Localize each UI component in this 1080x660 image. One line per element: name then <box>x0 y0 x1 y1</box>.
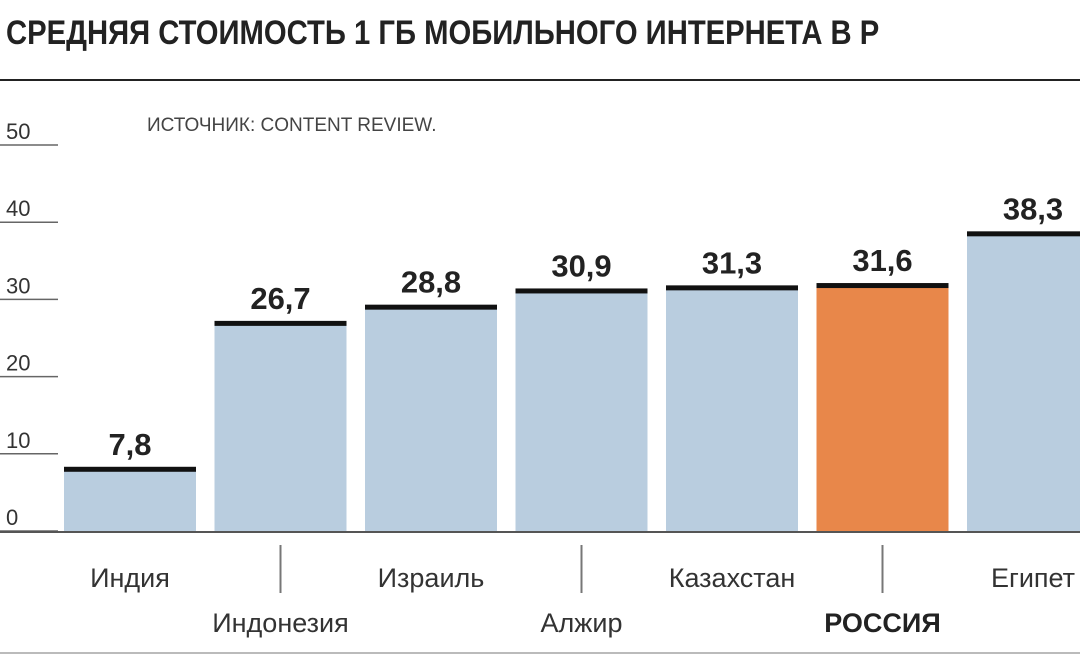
x-category-label: РОССИЯ <box>824 608 940 638</box>
y-tick-label: 20 <box>6 351 30 376</box>
data-label: 38,3 <box>1003 191 1063 226</box>
data-label: 28,8 <box>401 265 461 300</box>
chart-title: СРЕДНЯЯ СТОИМОСТЬ 1 ГБ МОБИЛЬНОГО ИНТЕРН… <box>6 14 880 52</box>
bar-cap <box>365 304 497 310</box>
y-tick-label: 30 <box>6 273 30 298</box>
bar <box>967 235 1080 531</box>
y-tick-label: 0 <box>6 505 18 530</box>
bottom-rule <box>0 652 1080 654</box>
x-category-label: Индонезия <box>212 608 349 638</box>
x-category-label: Египет <box>991 563 1075 593</box>
x-category-label: Индия <box>90 563 170 593</box>
data-label: 7,8 <box>108 427 151 462</box>
bar <box>365 308 497 531</box>
bar <box>214 324 347 531</box>
bar-cap <box>64 466 196 472</box>
data-label: 31,6 <box>852 243 912 278</box>
title-rule <box>0 79 1080 81</box>
bar <box>64 470 196 531</box>
bar-cap <box>214 320 347 326</box>
data-label: 30,9 <box>551 248 611 283</box>
y-tick-label: 10 <box>6 428 30 453</box>
y-tick-label: 40 <box>6 196 30 221</box>
source-note: ИСТОЧНИК: CONTENT REVIEW. <box>147 115 436 136</box>
x-category-label: Казахстан <box>669 563 796 593</box>
data-label: 26,7 <box>250 281 310 316</box>
y-tick-label: 50 <box>6 119 30 144</box>
x-category-label: Алжир <box>541 608 623 638</box>
bar-cap <box>666 285 798 291</box>
x-category-label: Израиль <box>378 563 485 593</box>
bar-cap <box>515 288 648 294</box>
bar-cap <box>967 231 1080 237</box>
bar <box>515 292 648 531</box>
bar <box>816 287 949 531</box>
bar-cap <box>816 283 949 289</box>
data-label: 31,3 <box>702 245 762 280</box>
bar <box>666 289 798 531</box>
